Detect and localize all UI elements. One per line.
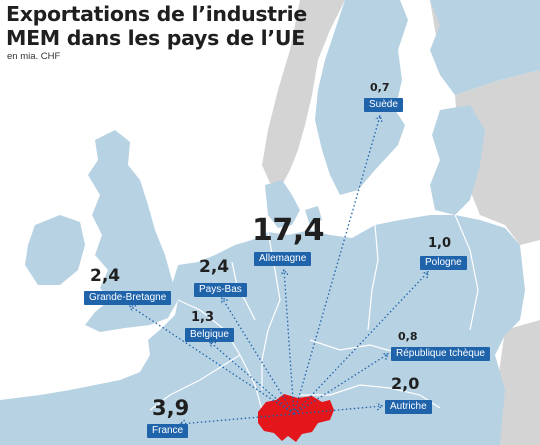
arrowhead-allemagne (280, 268, 289, 276)
land-norway (262, 0, 345, 185)
switzerland-shape (258, 394, 334, 442)
value-suede: 0,7 (370, 81, 390, 94)
arrow-grande-bretagne (129, 305, 295, 415)
land-finland (430, 0, 540, 95)
arrow-allemagne (283, 269, 295, 415)
label-pologne: Pologne (420, 256, 467, 270)
value-pays-bas: 2,4 (199, 257, 230, 277)
arrowhead-pays-bas (221, 297, 228, 305)
arrow-belgique (209, 341, 295, 415)
arrow-france (179, 413, 295, 425)
unit-label: en mia. CHF (7, 51, 61, 62)
land-great-britain (85, 130, 178, 332)
land-baltics (430, 105, 485, 215)
arrow-pays-bas (221, 297, 295, 415)
label-allemagne: Allemagne (254, 252, 312, 266)
arrowhead-grande-bretagne (129, 305, 137, 312)
label-grande-bretagne: Grande-Bretagne (84, 291, 172, 305)
value-france: 3,9 (152, 396, 190, 420)
label-autriche: Autriche (385, 400, 432, 414)
value-pologne: 1,0 (428, 236, 452, 251)
arrowhead-suede (374, 114, 383, 122)
arrowhead-republique-tcheque (381, 353, 389, 360)
land-russia-east (455, 70, 540, 245)
arrowhead-belgique (209, 341, 217, 349)
value-autriche: 2,0 (391, 374, 420, 393)
arrowhead-pologne (421, 271, 429, 279)
land-ireland (25, 215, 85, 285)
land-iceland-hint (495, 320, 540, 445)
value-republique-tcheque: 0,8 (398, 330, 418, 343)
land-continent (0, 215, 525, 445)
map-title: Exportations de l’industrie MEM dans les… (6, 2, 307, 50)
land-denmark-island (305, 206, 322, 226)
country-borders (149, 214, 479, 411)
land-sweden (315, 0, 408, 195)
arrowhead-autriche (376, 402, 384, 411)
label-suede: Suède (364, 98, 403, 112)
arrow-pologne (293, 271, 429, 415)
value-allemagne: 17,4 (252, 213, 325, 248)
arrow-autriche (293, 405, 383, 415)
map-title-line2: MEM dans les pays de l’UE (6, 26, 305, 50)
value-grande-bretagne: 2,4 (90, 266, 121, 286)
label-france: France (147, 424, 189, 438)
land-denmark (265, 180, 300, 228)
value-belgique: 1,3 (191, 310, 215, 325)
export-arrows (129, 114, 429, 428)
arrow-republique-tcheque (293, 353, 389, 415)
label-belgique: Belgique (185, 328, 234, 342)
map-title-line1: Exportations de l’industrie (6, 2, 307, 26)
label-pays-bas: Pays-Bas (194, 283, 247, 297)
label-republique-tcheque: République tchèque (391, 347, 490, 361)
